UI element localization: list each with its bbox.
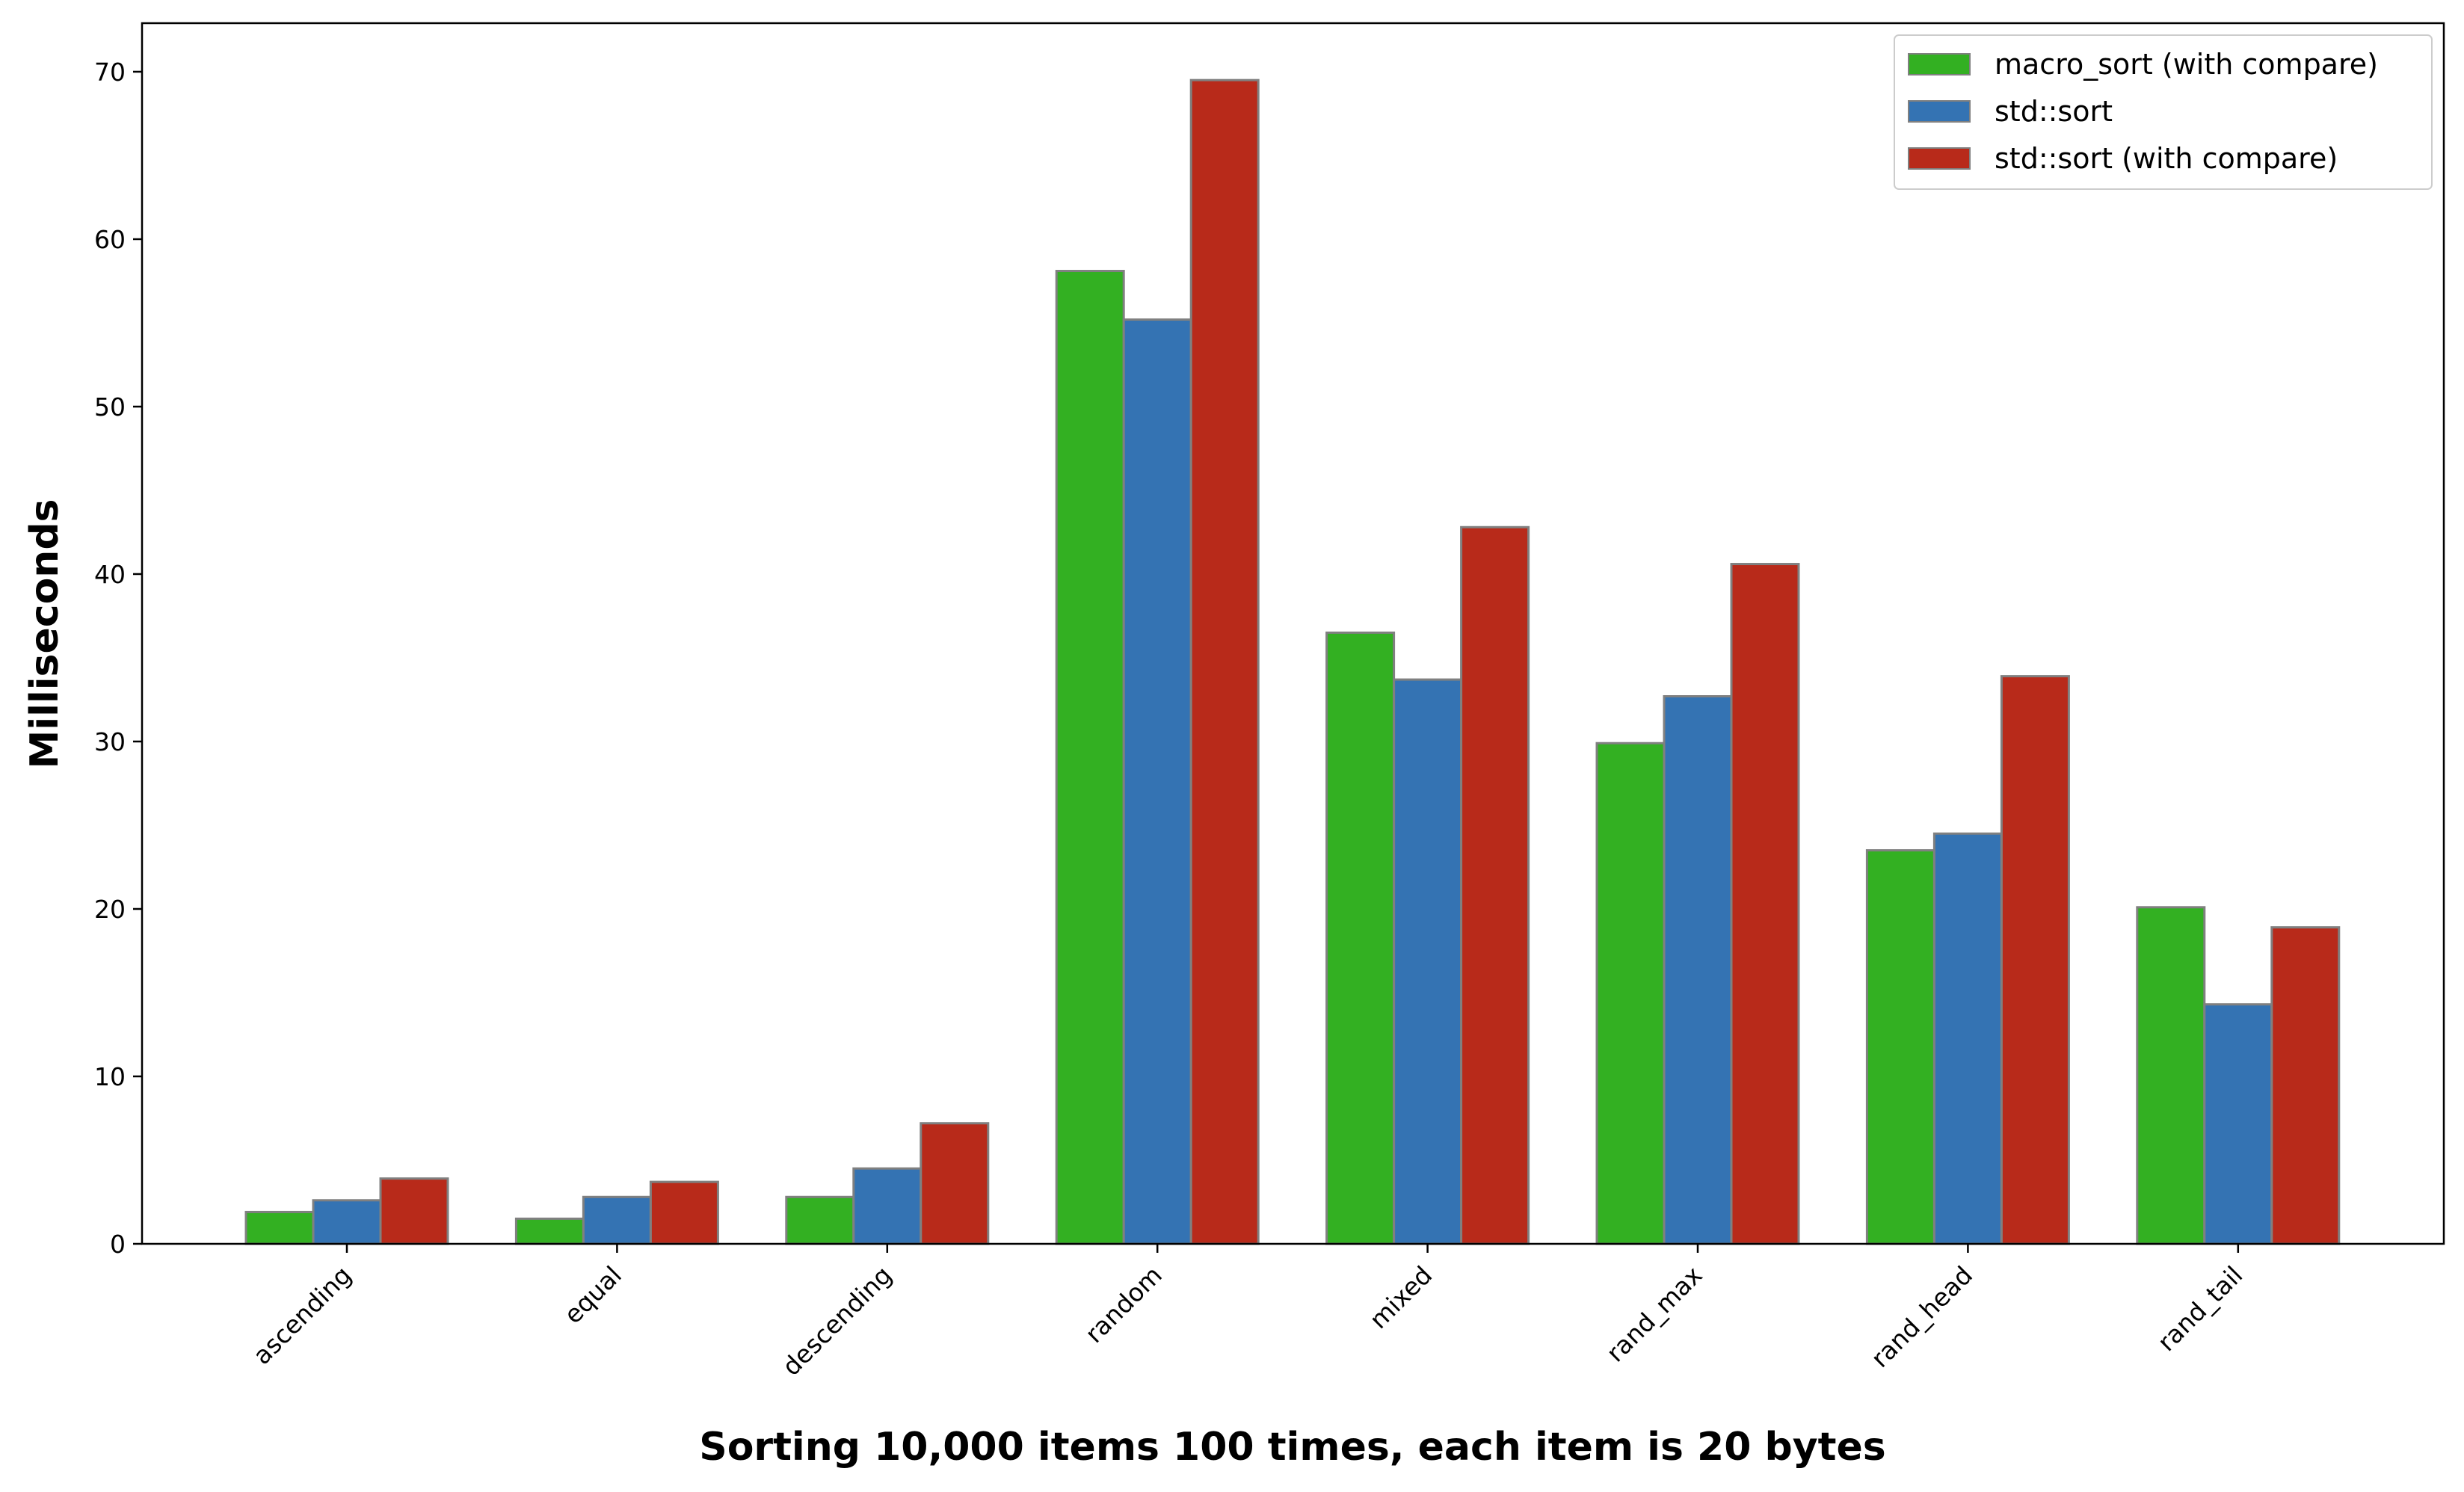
bar-rand_head-series-2 bbox=[2000, 675, 2070, 1245]
bar-rand_max-series-2 bbox=[1730, 563, 1800, 1245]
legend-swatch-0 bbox=[1908, 53, 1971, 75]
legend: macro_sort (with compare)std::sortstd::s… bbox=[1894, 34, 2433, 190]
legend-label-2: std::sort (with compare) bbox=[1995, 142, 2338, 175]
bar-rand_head-series-1 bbox=[1932, 832, 2003, 1245]
bar-descending-series-2 bbox=[920, 1122, 990, 1245]
x-tick-label-rand_head: rand_head bbox=[1865, 1260, 1978, 1373]
x-tick-label-mixed: mixed bbox=[1364, 1260, 1438, 1334]
bar-mixed-series-0 bbox=[1325, 631, 1396, 1245]
bar-equal-series-1 bbox=[582, 1195, 652, 1245]
y-tick-label-0: 0 bbox=[110, 1230, 126, 1259]
bar-rand_tail-series-2 bbox=[2270, 926, 2341, 1245]
y-tick-label-60: 60 bbox=[94, 225, 126, 254]
x-tick-label-descending: descending bbox=[777, 1260, 898, 1381]
legend-label-0: macro_sort (with compare) bbox=[1995, 48, 2378, 81]
x-axis-title: Sorting 10,000 items 100 times, each ite… bbox=[699, 1425, 1885, 1470]
bar-ascending-series-0 bbox=[244, 1210, 315, 1245]
bar-mixed-series-1 bbox=[1393, 678, 1463, 1245]
bar-descending-series-0 bbox=[785, 1195, 855, 1245]
legend-swatch-2 bbox=[1908, 147, 1971, 170]
legend-swatch-1 bbox=[1908, 100, 1971, 123]
plot-area-frame bbox=[141, 22, 2445, 1245]
bar-rand_head-series-0 bbox=[1865, 849, 1935, 1245]
bar-rand_max-series-1 bbox=[1663, 695, 1733, 1245]
y-tick-label-20: 20 bbox=[94, 895, 126, 924]
legend-label-1: std::sort bbox=[1995, 95, 2113, 128]
y-axis-title: Milliseconds bbox=[22, 499, 67, 768]
bar-descending-series-1 bbox=[852, 1167, 923, 1245]
x-tick-label-equal: equal bbox=[558, 1260, 627, 1329]
x-tick-label-ascending: ascending bbox=[247, 1260, 357, 1370]
y-axis: 0 10 20 30 40 50 60 70 bbox=[94, 58, 142, 1259]
bar-ascending-series-2 bbox=[379, 1177, 449, 1245]
bar-random-series-0 bbox=[1055, 270, 1125, 1245]
bar-equal-series-0 bbox=[514, 1217, 585, 1245]
bar-random-series-2 bbox=[1189, 78, 1260, 1245]
bars-layer bbox=[244, 78, 2341, 1245]
bar-mixed-series-2 bbox=[1460, 525, 1530, 1245]
y-tick-label-40: 40 bbox=[94, 560, 126, 589]
bar-rand_max-series-0 bbox=[1595, 742, 1666, 1245]
x-tick-label-random: random bbox=[1079, 1260, 1168, 1348]
bar-ascending-series-1 bbox=[312, 1199, 382, 1245]
x-axis: ascending equal descending random mixed rand_… bbox=[247, 1244, 2248, 1381]
x-tick-label-rand_tail: rand_tail bbox=[2152, 1260, 2248, 1357]
y-tick-label-10: 10 bbox=[94, 1062, 126, 1091]
legend-box bbox=[1894, 34, 2433, 190]
bar-rand_tail-series-0 bbox=[2136, 906, 2206, 1245]
bar-rand_tail-series-1 bbox=[2203, 1003, 2273, 1245]
x-tick-label-rand_max: rand_max bbox=[1601, 1260, 1708, 1368]
y-tick-label-70: 70 bbox=[94, 58, 126, 87]
y-tick-label-30: 30 bbox=[94, 727, 126, 756]
y-tick-label-50: 50 bbox=[94, 392, 126, 422]
bar-equal-series-2 bbox=[649, 1180, 719, 1245]
bar-random-series-1 bbox=[1122, 318, 1192, 1245]
